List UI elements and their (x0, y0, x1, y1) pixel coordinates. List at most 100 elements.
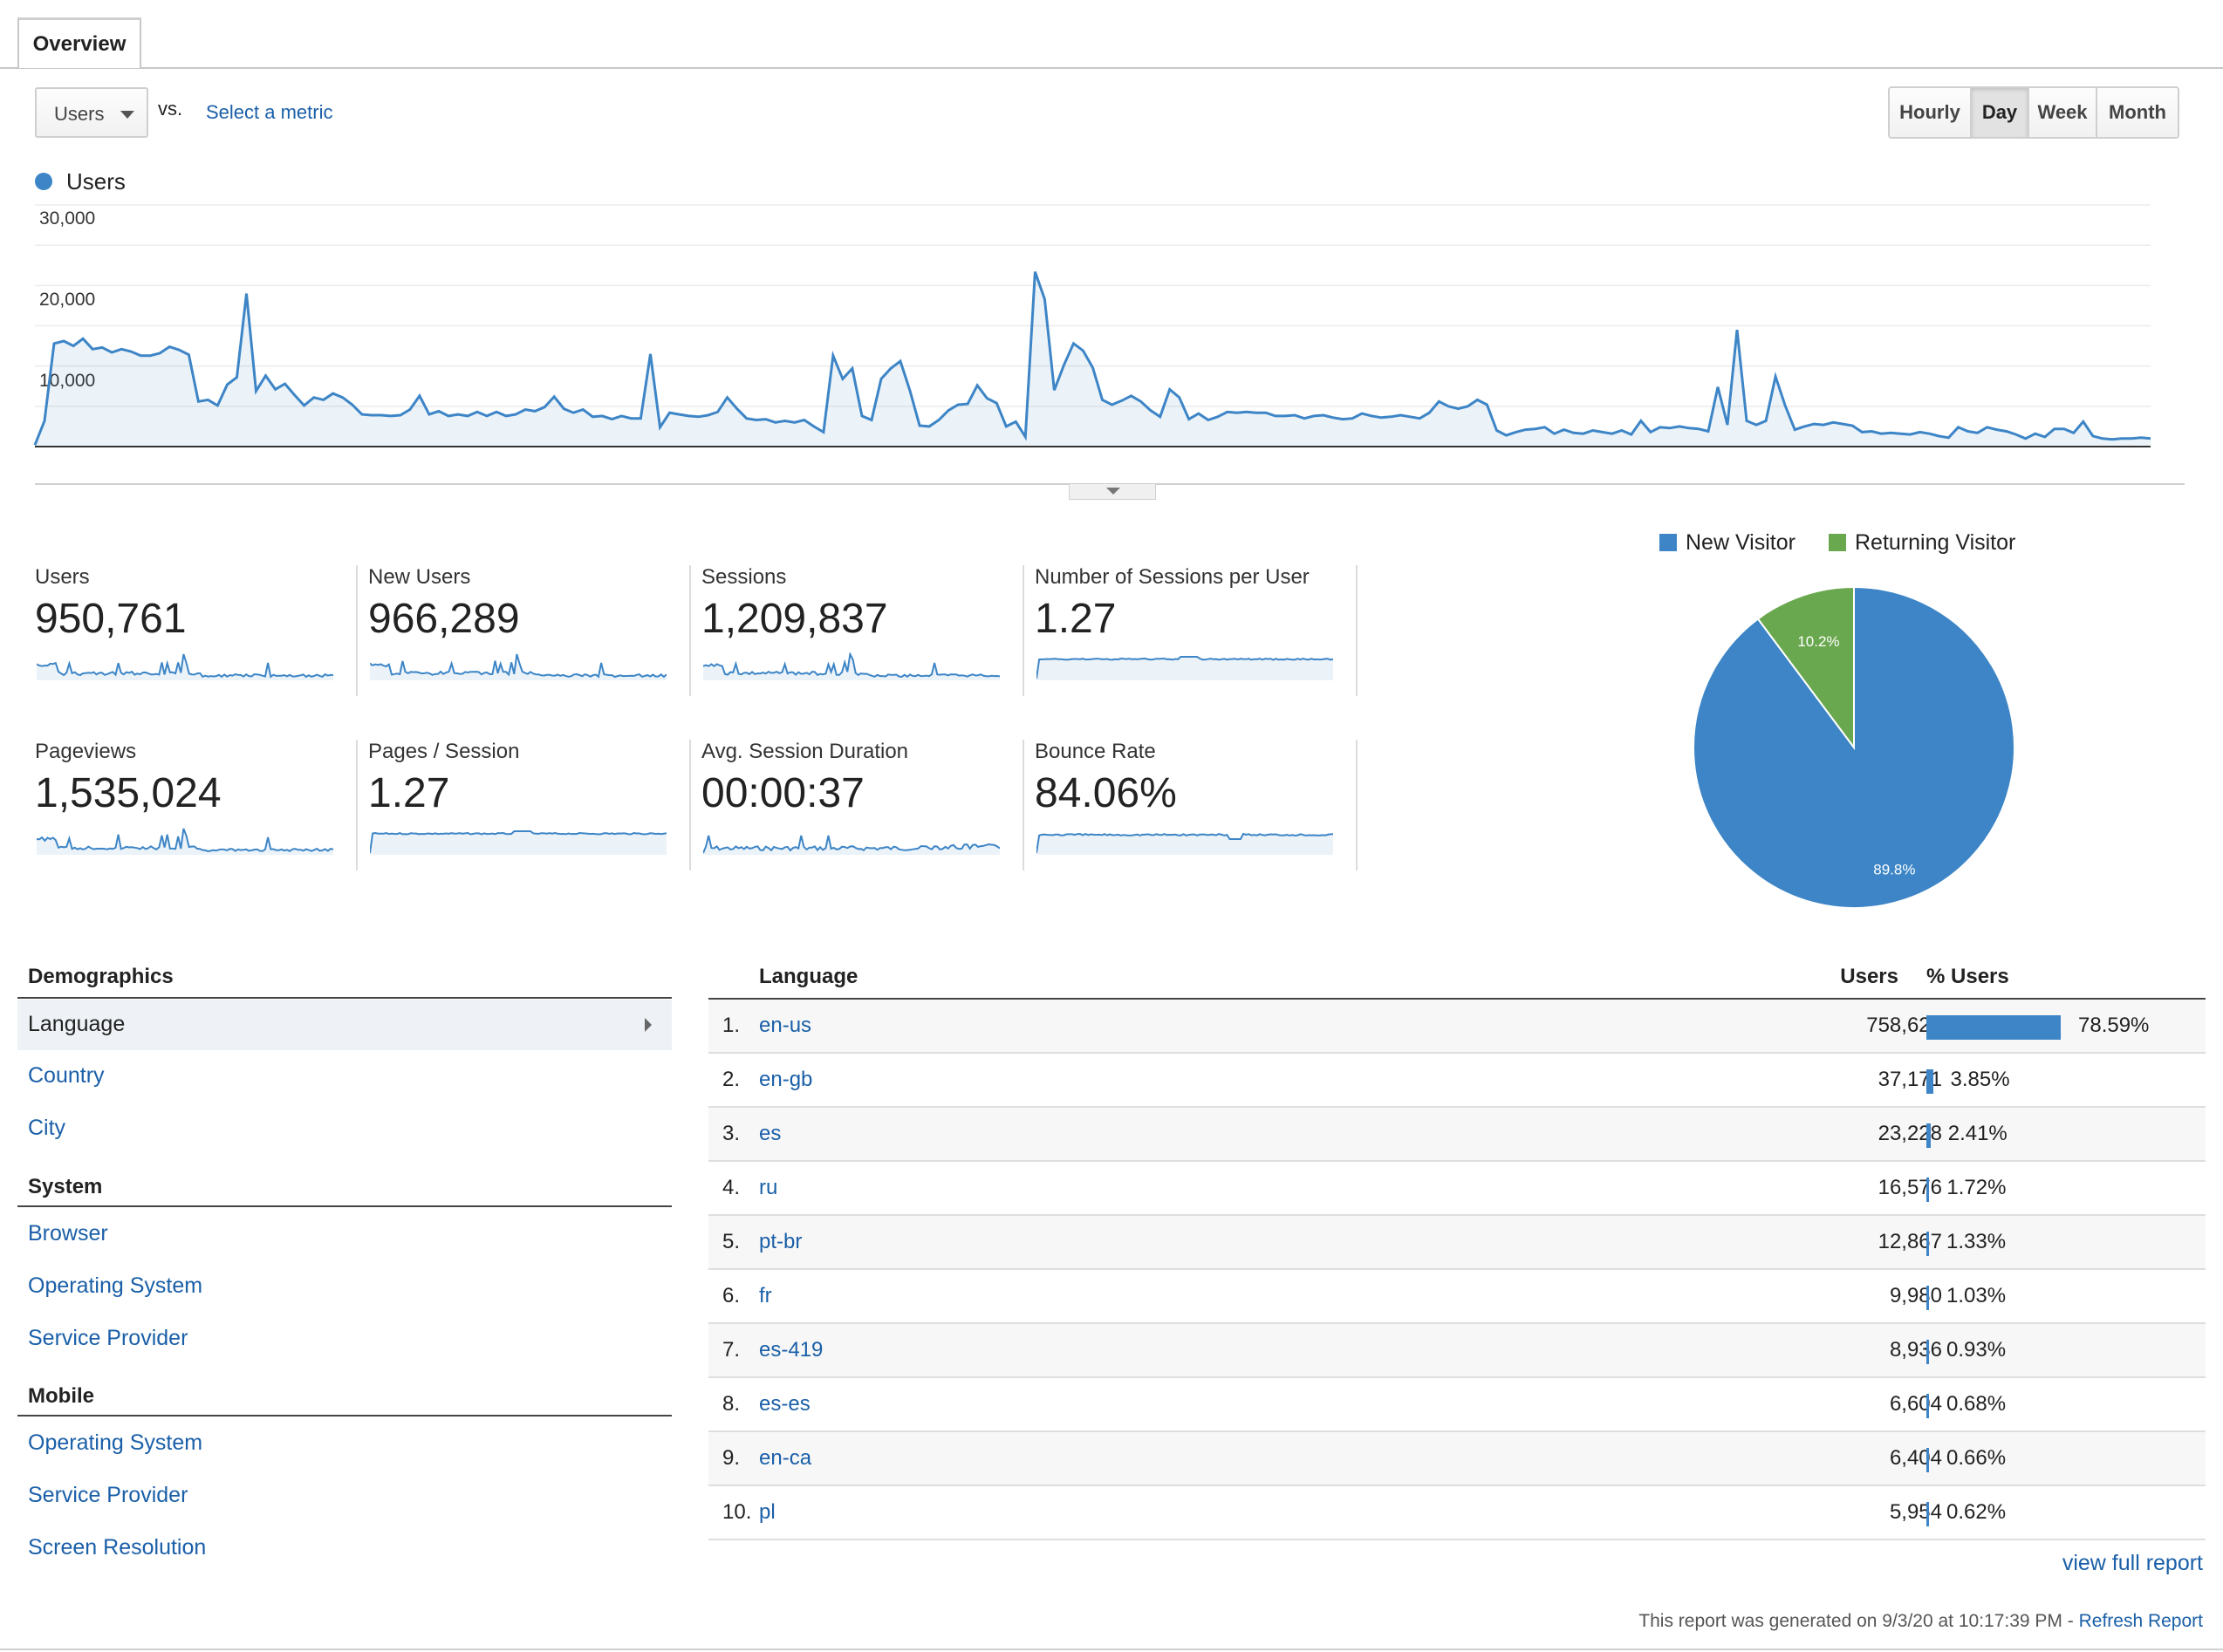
table-header-divider (708, 998, 2206, 1000)
row-rank: 6. (722, 1284, 741, 1307)
row-language-link[interactable]: fr (759, 1284, 772, 1307)
row-pct-bar (1926, 1340, 1929, 1364)
nav-item-mobile-service-provider[interactable]: Service Provider (28, 1483, 188, 1507)
new-visitor-legend-label: New Visitor (1686, 530, 1796, 555)
row-pct-bar (1926, 1286, 1929, 1310)
row-language-link[interactable]: pt-br (759, 1230, 803, 1253)
row-rank: 1. (722, 1014, 741, 1037)
sparkline-line (1036, 656, 1333, 679)
metric-value: 1,209,837 (701, 596, 888, 642)
row-users: 16,576 (1878, 1176, 1942, 1199)
metric-dropdown[interactable]: Users (35, 87, 148, 138)
row-pct-bar (1926, 1502, 1929, 1526)
row-users: 12,867 (1878, 1230, 1942, 1253)
select-metric-link[interactable]: Select a metric (206, 101, 333, 123)
row-language-link[interactable]: en-us (759, 1014, 812, 1037)
row-users: 6,404 (1889, 1446, 1942, 1470)
nav-item-browser[interactable]: Browser (28, 1221, 108, 1246)
row-rank: 5. (722, 1230, 741, 1253)
pie-slice-label: 10.2% (1797, 633, 1839, 650)
row-pct: 78.59% (2078, 1014, 2150, 1037)
sparkline-line (370, 653, 667, 679)
metric-dropdown-label: Users (54, 103, 105, 125)
row-pct-bar (1926, 1178, 1930, 1202)
nav-item-language[interactable]: Language (17, 1000, 672, 1050)
chevron-right-icon (645, 1018, 652, 1032)
table-header-pct-users: % Users (1926, 965, 2009, 988)
table-row: 4. ru 16,576 1.72% (708, 1162, 2206, 1216)
row-pct: 1.03% (1946, 1284, 2007, 1307)
users-line-chart (33, 204, 2185, 485)
refresh-report-link[interactable]: Refresh Report (2078, 1611, 2203, 1631)
series-legend-dot-icon (35, 173, 52, 190)
hourly-button[interactable]: Hourly (1890, 88, 1972, 137)
row-language-link[interactable]: en-ca (759, 1446, 812, 1470)
week-button[interactable]: Week (2029, 88, 2097, 137)
metric-tile-pages-per-session[interactable]: Pages / Session 1.27 (368, 740, 691, 870)
series-legend-label: Users (66, 168, 126, 195)
table-row: 1. en-us 758,621 78.59% (708, 1000, 2206, 1054)
sparkline-area (37, 829, 333, 855)
sparkline-area (703, 654, 1000, 680)
row-pct: 0.68% (1946, 1392, 2007, 1416)
row-pct: 0.62% (1946, 1500, 2007, 1524)
row-users: 8,936 (1889, 1338, 1942, 1362)
row-pct-bar (1926, 1015, 2061, 1040)
nav-item-mobile-operating-system[interactable]: Operating System (28, 1430, 203, 1455)
nav-item-city[interactable]: City (28, 1116, 66, 1140)
sparkline-line (370, 830, 667, 854)
nav-item-operating-system[interactable]: Operating System (28, 1273, 203, 1298)
metric-label: Bounce Rate (1035, 740, 1156, 763)
row-language-link[interactable]: pl (759, 1500, 776, 1524)
row-language-link[interactable]: es-es (759, 1392, 811, 1416)
table-row: 7. es-419 8,936 0.93% (708, 1324, 2206, 1378)
nav-divider (17, 997, 672, 999)
sparkline-line (703, 835, 1000, 854)
metric-value: 1,535,024 (35, 770, 222, 816)
metric-tile-pageviews[interactable]: Pageviews 1,535,024 (35, 740, 358, 870)
pie-slice-returning-visitor[interactable] (1756, 585, 1855, 751)
metric-value: 84.06% (1035, 770, 1177, 816)
row-pct: 0.93% (1946, 1338, 2007, 1362)
nav-item-country[interactable]: Country (28, 1063, 105, 1088)
metric-tile-sessions-per-user[interactable]: Number of Sessions per User 1.27 (1035, 565, 1358, 696)
metric-tile-sessions[interactable]: Sessions 1,209,837 (701, 565, 1024, 696)
visitor-type-pie-chart: 89.8% 10.2% (1693, 585, 2015, 909)
tab-overview[interactable]: Overview (17, 17, 141, 68)
nav-divider (17, 1205, 672, 1207)
month-button[interactable]: Month (2097, 88, 2178, 137)
metric-value: 1.27 (368, 770, 450, 816)
metric-tile-bounce-rate[interactable]: Bounce Rate 84.06% (1035, 740, 1358, 870)
view-full-report-link[interactable]: view full report (2062, 1551, 2203, 1575)
users-area (35, 271, 2151, 447)
table-row: 6. fr 9,980 1.03% (708, 1270, 2206, 1324)
time-granularity-group: Hourly Day Week Month (1888, 86, 2179, 139)
row-pct-bar (1926, 1069, 1933, 1094)
table-header-language: Language (759, 965, 858, 988)
row-language-link[interactable]: ru (759, 1176, 778, 1199)
sparkline-area (1036, 657, 1333, 680)
metric-tile-new-users[interactable]: New Users 966,289 (368, 565, 691, 696)
users-series-line (33, 271, 2151, 446)
day-button[interactable]: Day (1972, 88, 2029, 137)
y-tick-label: 30,000 (39, 208, 96, 229)
metric-tile-avg-session-duration[interactable]: Avg. Session Duration 00:00:37 (701, 740, 1024, 870)
metric-label: New Users (368, 565, 471, 589)
metric-tile-users[interactable]: Users 950,761 (35, 565, 358, 696)
nav-divider (17, 1415, 672, 1416)
row-language-link[interactable]: es (759, 1122, 782, 1145)
metric-label: Number of Sessions per User (1035, 565, 1310, 589)
row-pct-bar (1926, 1394, 1929, 1418)
nav-item-service-provider[interactable]: Service Provider (28, 1326, 188, 1350)
row-pct: 1.72% (1946, 1176, 2007, 1199)
row-users: 5,954 (1889, 1500, 1942, 1524)
nav-item-label: Language (28, 1012, 126, 1036)
tab-bar: Overview (0, 0, 2223, 69)
nav-item-screen-resolution[interactable]: Screen Resolution (28, 1535, 207, 1560)
row-language-link[interactable]: es-419 (759, 1338, 824, 1362)
row-language-link[interactable]: en-gb (759, 1068, 813, 1091)
chart-collapse-handle[interactable] (1069, 484, 1156, 500)
metric-label: Sessions (701, 565, 787, 589)
sparkline (703, 835, 1000, 855)
row-users: 9,980 (1889, 1284, 1942, 1307)
